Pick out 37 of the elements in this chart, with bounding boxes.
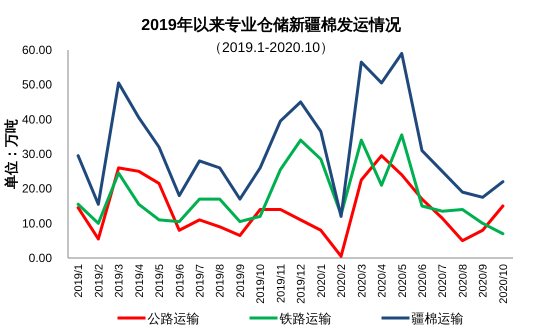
x-tick-label: 2019/3: [114, 264, 126, 298]
x-tick-label: 2019/11: [275, 264, 288, 303]
x-tick-label: 2020/10: [498, 264, 510, 304]
x-tick-label: 2020/4: [376, 264, 389, 298]
y-axis-title: 单位：万吨: [3, 119, 19, 190]
x-tick-label: 2020/1: [316, 264, 328, 298]
x-tick-label: 2020/8: [457, 264, 470, 298]
y-tick-label: 40.00: [22, 112, 52, 126]
chart-subtitle: （2019.1-2020.10）: [208, 39, 334, 55]
x-tick-label: 2019/7: [194, 264, 206, 298]
x-tick-label: 2019/10: [255, 264, 268, 304]
x-tick-label: 2019/8: [214, 264, 227, 298]
line-series: [76, 154, 504, 258]
x-tick-label: 2019/12: [296, 264, 308, 304]
y-tick-label: 30.00: [22, 147, 52, 161]
legend-label: 铁路运输: [278, 311, 332, 326]
y-tick-label: 50.00: [22, 78, 52, 92]
x-tick-label: 2019/9: [234, 264, 247, 298]
x-tick-label: 2020/3: [356, 264, 368, 298]
x-tick-label: 2019/6: [174, 264, 186, 298]
x-tick-label: 2019/5: [154, 264, 166, 298]
x-tick-label: 2019/2: [93, 264, 106, 298]
y-tick-label: 20.00: [22, 182, 52, 196]
y-tick-label: 60.00: [22, 43, 52, 57]
legend-label: 公路运输: [148, 311, 200, 326]
x-tick-label: 2020/2: [336, 264, 348, 298]
legend-label: 疆棉运输: [412, 311, 464, 326]
x-tick-label: 2020/6: [416, 264, 429, 298]
x-tick-label: 2019/4: [134, 264, 146, 298]
x-tick-label: 2020/7: [437, 264, 450, 298]
x-tick-label: 2020/9: [478, 264, 490, 298]
line-series: [76, 133, 504, 236]
y-tick-label: 10.00: [22, 216, 52, 230]
y-tick-label: 0.00: [28, 251, 52, 265]
x-tick-label: 2020/5: [396, 264, 409, 298]
chart-title: 2019年以来专业仓储新疆棉发运情况: [141, 16, 402, 34]
x-tick-label: 2019/1: [73, 264, 86, 298]
